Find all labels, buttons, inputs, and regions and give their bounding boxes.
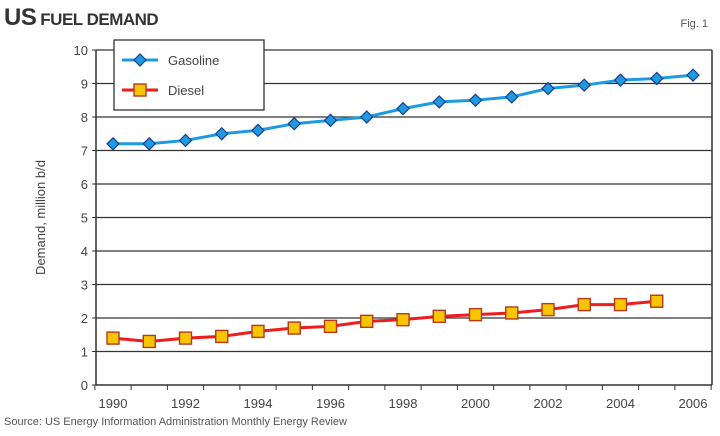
- gasoline-point: [323, 113, 338, 128]
- x-tick-label: 2000: [461, 396, 490, 411]
- gasoline-point: [359, 110, 374, 124]
- y-tick-label: 5: [81, 211, 88, 226]
- diesel-point: [142, 334, 156, 349]
- title-prefix: US: [4, 4, 37, 31]
- diesel-point: [541, 302, 555, 317]
- title-main: FUEL DEMAND: [40, 10, 159, 29]
- diesel-point: [505, 306, 519, 320]
- gasoline-point: [142, 136, 157, 151]
- diesel-point: [106, 331, 120, 345]
- x-tick-label: 1994: [244, 396, 273, 411]
- diesel-line: [112, 299, 657, 343]
- legend: [113, 39, 265, 111]
- y-tick-label: 9: [81, 77, 88, 92]
- gasoline-point: [649, 71, 664, 86]
- source-note: Source: US Energy Information Administra…: [4, 416, 347, 428]
- x-tick-label: 2002: [534, 396, 563, 411]
- diesel-point: [432, 309, 446, 324]
- x-tick-label: 2004: [606, 396, 635, 411]
- y-tick-label: 0: [81, 378, 88, 393]
- diesel-point: [287, 321, 301, 335]
- y-tick-label: 2: [81, 311, 88, 326]
- gasoline-point: [432, 95, 447, 109]
- gasoline-point: [106, 136, 120, 151]
- figure-label: Fig. 1: [680, 18, 708, 30]
- diesel-point: [251, 324, 265, 339]
- chart-title: US FUEL DEMAND: [4, 4, 159, 32]
- diesel-point: [613, 297, 628, 312]
- legend-diesel-marker: [133, 83, 147, 97]
- y-tick-label: 10: [74, 43, 88, 58]
- gasoline-point: [251, 123, 265, 138]
- diesel-point: [178, 331, 193, 345]
- y-tick-label: 4: [81, 244, 88, 259]
- gasoline-point: [396, 101, 410, 116]
- x-tick-label: 1990: [99, 396, 128, 411]
- diesel-point: [360, 314, 374, 329]
- diesel-point: [577, 297, 591, 312]
- x-tick-label: 1998: [389, 396, 418, 411]
- y-tick-label: 6: [81, 177, 88, 192]
- y-tick-label: 8: [81, 110, 88, 125]
- diesel-point: [215, 329, 229, 344]
- gasoline-point: [214, 126, 229, 141]
- y-tick-label: 7: [81, 144, 88, 159]
- x-tick-label: 1996: [316, 396, 345, 411]
- gasoline-point: [178, 133, 193, 148]
- gasoline-point: [613, 73, 628, 87]
- diesel-point: [650, 294, 664, 308]
- legend-gasoline-label: Gasoline: [168, 53, 219, 68]
- diesel-point: [468, 307, 483, 322]
- y-axis-label: Demand, million b/d: [33, 160, 48, 275]
- gasoline-point: [287, 116, 302, 131]
- x-tick-label: 1992: [171, 396, 200, 411]
- gasoline-point: [504, 90, 519, 104]
- gasoline-point: [686, 68, 700, 82]
- y-tick-label: 3: [81, 278, 88, 293]
- legend-diesel-label: Diesel: [168, 83, 204, 98]
- gasoline-point: [541, 81, 555, 96]
- y-tick-label: 1: [81, 345, 88, 360]
- gasoline-point: [577, 78, 592, 93]
- legend-gasoline-marker: [133, 53, 147, 67]
- diesel-point: [323, 319, 338, 334]
- diesel-point: [396, 312, 410, 327]
- x-tick-label: 2006: [679, 396, 708, 411]
- gasoline-point: [468, 93, 483, 108]
